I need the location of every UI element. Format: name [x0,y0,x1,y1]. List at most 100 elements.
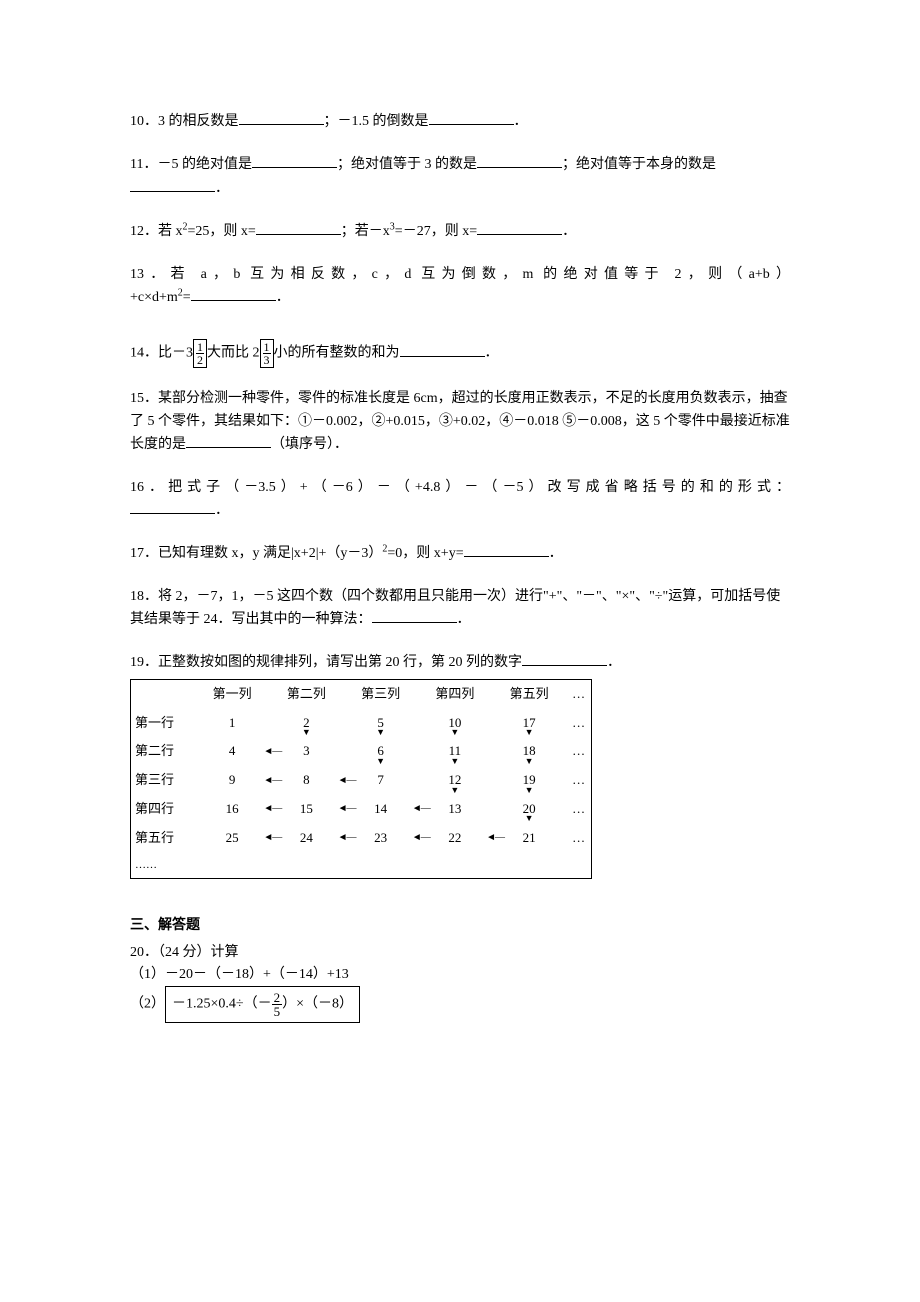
q13-line2b: = [183,290,191,305]
formula-text-a: －1.25×0.4÷（－ [172,997,272,1012]
q12-text-1: 12．若 x [130,224,183,239]
blank [464,542,549,557]
table-cell: 11 [418,737,492,766]
table-cell: 15 [269,795,343,824]
blank [256,220,341,235]
table-cell: 20 [492,795,566,824]
frac-den: 2 [196,354,204,366]
question-11: 11．－5 的绝对值是；绝对值等于 3 的数是；绝对值等于本身的数是 ． [130,153,790,200]
q17-text-1: 17．已知有理数 x，y 满足|x+2|+（y－3） [130,546,382,561]
table-cell: 3 [269,737,343,766]
question-18: 18．将 2，－7，1，－5 这四个数（四个数都用且只能用一次）进行"+"、"－… [130,586,790,632]
blank [252,153,337,168]
frac-den: 5 [272,1005,283,1018]
q10-suffix: ． [514,114,528,129]
frac-den: 3 [263,354,271,366]
question-14: 14．比－312大而比 213小的所有整数的和为． [130,339,790,368]
q17-suffix: ． [549,546,563,561]
table-cell: 1 [195,709,269,738]
blank [522,651,607,666]
table-cell: 18 [492,737,566,766]
table-cell: … [566,824,591,853]
blank [477,153,562,168]
table-header: 第五列 [492,680,566,709]
table-header: 第四列 [418,680,492,709]
q20-head: 20．（24 分）计算 [130,942,790,964]
q13-suffix: ． [276,290,290,305]
table-cell: 8 [269,766,343,795]
q12-text-3: ；若－x [341,224,390,239]
table-cell: … [566,795,591,824]
blank [191,286,276,301]
q11-suffix: ． [215,181,229,196]
table-cell: 12 [418,766,492,795]
table-header-row: 第一列 第二列 第三列 第四列 第五列 … [131,680,591,709]
table-cell: 5 [344,709,418,738]
q14-text-1: 14．比－3 [130,346,193,361]
q11-text-1: 11．－5 的绝对值是 [130,157,252,172]
table-header: … [566,680,591,709]
blank [130,177,215,192]
table-cell: 7 [344,766,418,795]
q19-suffix: ． [607,655,621,670]
table-cell: … [566,766,591,795]
blank [400,342,485,357]
table-cell: 13 [418,795,492,824]
table-cell: 21 [492,824,566,853]
fraction-1-3: 13 [260,339,274,368]
formula-text-b: ）×（－8） [282,997,353,1012]
table-header: 第一列 [195,680,269,709]
table-cell: 16 [195,795,269,824]
table-cell: 23 [344,824,418,853]
q16-suffix: ． [215,503,229,518]
q20-part2: （2）－1.25×0.4÷（－25）×（－8） [130,986,790,1023]
document-page: 10．3 的相反数是 ；－1.5 的倒数是 ． 11．－5 的绝对值是；绝对值等于 … [0,0,920,1083]
question-12: 12．若 x2=25，则 x=；若－x3=－27，则 x=． [130,220,790,243]
table-cell: 2 [269,709,343,738]
fraction-2-5: 25 [272,991,283,1018]
table-header: 第二列 [269,680,343,709]
row-label: 第四行 [131,795,195,824]
q10-text-2: ；－1.5 的倒数是 [324,114,429,129]
q13-line1: 13．若 a，b 互为相反数，c，d 互为倒数，m 的绝对值等于 2，则（a+b… [130,264,790,286]
question-15: 15．某部分检测一种零件，零件的标准长度是 6cm，超过的长度用正数表示，不足的… [130,388,790,456]
table-cell: 17 [492,709,566,738]
section-3: 三、解答题 20．（24 分）计算 （1）－20－（－18）+（－14）+13 … [130,915,790,1023]
table-cell: 9 [195,766,269,795]
q13-line2a: +c×d+m [130,290,178,305]
q18-suffix: ． [457,612,471,627]
question-10: 10．3 的相反数是 ；－1.5 的倒数是 ． [130,110,790,133]
q11-text-3: ；绝对值等于本身的数是 [562,157,716,172]
table-cell: 19 [492,766,566,795]
table-row: 第三行 9 8 7 12 19 … [131,766,591,795]
question-17: 17．已知有理数 x，y 满足|x+2|+（y－3）2=0，则 x+y=． [130,542,790,565]
blank [186,433,271,448]
q12-suffix: ． [562,224,576,239]
table-row: 第二行 4 3 6 11 18 … [131,737,591,766]
table-cell: 10 [418,709,492,738]
table-cell: 14 [344,795,418,824]
table-row: 第四行 16 15 14 13 20 … [131,795,591,824]
q10-text-1: 10．3 的相反数是 [130,114,239,129]
table-cell: … [566,709,591,738]
question-16: 16．把式子（－3.5）+（－6）－（+4.8）－（－5）改写成省略括号的和的形… [130,477,790,523]
q12-text-4: =－27，则 x= [395,224,477,239]
formula-box: －1.25×0.4÷（－25）×（－8） [165,986,360,1023]
table-row: 第一行 1 2 5 10 17 … [131,709,591,738]
table-header [131,680,195,709]
question-19: 19．正整数按如图的规律排列，请写出第 20 行，第 20 列的数字 ． 第一列 … [130,651,790,879]
row-label: 第三行 [131,766,195,795]
blank [477,220,562,235]
q17-text-2: =0，则 x+y= [387,546,463,561]
table-cell: 4 [195,737,269,766]
blank [372,608,457,623]
frac-num: 2 [272,991,283,1005]
row-label: 第一行 [131,709,195,738]
question-13: 13．若 a，b 互为相反数，c，d 互为倒数，m 的绝对值等于 2，则（a+b… [130,264,790,310]
table-footer-row: …… [131,853,591,879]
section-3-head: 三、解答题 [130,915,790,937]
q14-suffix: ． [485,346,499,361]
table-cell: 24 [269,824,343,853]
table-row: 第五行 25 24 23 22 21 … [131,824,591,853]
q19-text: 19．正整数按如图的规律排列，请写出第 20 行，第 20 列的数字 [130,655,522,670]
